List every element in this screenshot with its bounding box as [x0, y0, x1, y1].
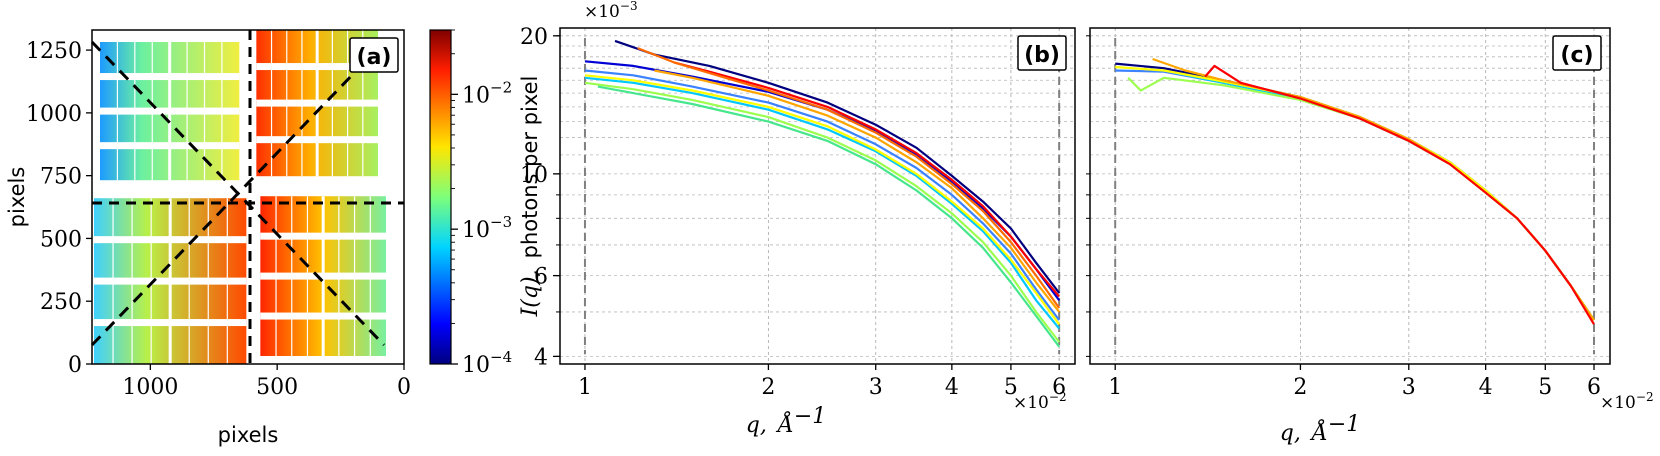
panel-a-xlabel: pixels	[218, 423, 279, 447]
panel-b-x-ticks: 1 2 3 4 5 6	[578, 364, 1066, 400]
y-tick-label: 0	[68, 353, 82, 378]
panel-a-frame	[91, 29, 405, 365]
y-tick-label: 10	[520, 163, 548, 188]
series-line-8	[584, 74, 1061, 325]
panel-b-vlines	[583, 38, 1061, 354]
y-tick-label: 500	[40, 227, 82, 252]
panel-c-x-ticks: 1 2 3 4 5 6	[1108, 364, 1601, 400]
series-line-6	[584, 69, 1061, 321]
detector-gaps	[94, 30, 386, 364]
panel-c-xlabel: q, Å−1	[1280, 412, 1361, 446]
x-tick-label: 3	[869, 375, 883, 400]
panel-c-vlines	[1114, 38, 1596, 354]
series-line-1	[614, 39, 1061, 294]
panel-b-tag-box	[1017, 35, 1067, 71]
panel-b-tag: (b)	[1024, 43, 1060, 68]
x-tick-label: 1	[578, 375, 592, 400]
y-tick-label: 4	[534, 345, 548, 370]
panel-c-series	[1115, 57, 1595, 325]
panel-a-ylabel: pixels	[5, 167, 29, 228]
x-tick-label: 2	[761, 375, 775, 400]
y-tick-label: 20	[520, 25, 548, 50]
y-tick-label: 750	[40, 165, 82, 190]
series-line-7	[584, 76, 1061, 330]
x-tick-label: 5	[1004, 375, 1018, 400]
x-tick-label: 500	[256, 375, 298, 400]
panel-b-xlabel: q, Å−1	[746, 404, 827, 438]
y-tick-label: 6	[534, 265, 548, 290]
series-line-10	[597, 85, 1061, 348]
x-tick-label: 4	[945, 375, 959, 400]
panel-a-y-ticks: 0 250 500 750 1000 1250	[26, 39, 92, 378]
panel-c-tag-box	[1552, 35, 1602, 71]
series-line-7	[1204, 64, 1595, 325]
colorbar-tick-label: 10−3	[462, 213, 512, 243]
x-tick-label: 4	[1479, 375, 1493, 400]
colorbar	[429, 29, 452, 365]
x-tick-label: 6	[1587, 375, 1601, 400]
panel-c-plot: 1 2 3 4 5 6 ×10−2 q, Å−1 (c)	[1086, 27, 1654, 446]
y-tick-label: 250	[40, 290, 82, 315]
panel-b-ylabel: I(q), photons per pixel	[518, 76, 543, 318]
panel-a-tag: (a)	[357, 45, 392, 70]
colorbar-ticks: 10−4 10−3 10−2	[451, 29, 512, 378]
x-tick-label: 3	[1402, 375, 1416, 400]
panel-b-series	[584, 39, 1061, 348]
panel-b-x-multiplier: ×10−2	[1013, 390, 1067, 413]
x-tick-label: 1000	[122, 375, 178, 400]
panel-b-plot: 1 2 3 4 5 6 4 6 10 20 ×10−3 ×10−2 q, Å−1 I(q), p…	[518, 0, 1076, 438]
x-tick-label: 5	[1538, 375, 1552, 400]
series-line-5	[654, 69, 1061, 313]
series-line-4	[637, 47, 1061, 309]
x-tick-label: 6	[1052, 375, 1066, 400]
x-tick-label: 1	[1108, 375, 1122, 400]
colorbar-tick-label: 10−2	[462, 78, 512, 108]
colorbar-tick-label: 10−4	[462, 348, 512, 378]
panel-a-x-ticks: 1000 500 0	[122, 364, 411, 400]
series-line-3	[673, 61, 1061, 298]
panel-c-y-tickmarks	[1086, 35, 1090, 357]
panel-a-heatmap: 1000 500 0 0 250 500 750 1000 1250 pixels pixel…	[5, 29, 512, 447]
diagonal-lines	[90, 30, 404, 364]
y-tick-label: 1250	[26, 39, 82, 64]
y-tick-label: 1000	[26, 102, 82, 127]
panel-b-y-ticks: 4 6 10 20	[520, 25, 560, 370]
panel-b-y-multiplier: ×10−3	[584, 0, 638, 22]
panel-a-tag-box	[349, 37, 399, 73]
panel-c-frame	[1090, 28, 1610, 364]
x-tick-label: 2	[1293, 375, 1307, 400]
panel-c-x-multiplier: ×10−2	[1600, 390, 1654, 413]
x-tick-label: 0	[397, 375, 411, 400]
panel-b-frame	[560, 28, 1075, 364]
panel-c-tag: (c)	[1560, 43, 1593, 68]
series-line-9	[584, 81, 1061, 343]
